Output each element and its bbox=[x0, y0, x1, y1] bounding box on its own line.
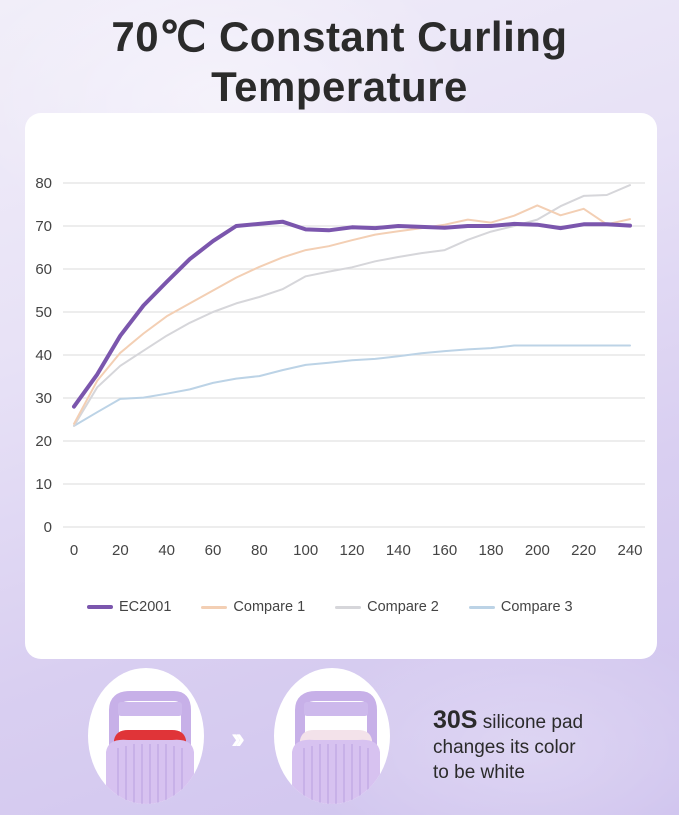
line-chart: 0 10 20 30 40 50 60 70 80 0 20 40 60 80 100 120 140 160 18… bbox=[35, 175, 645, 559]
x-tick-label: 0 bbox=[70, 542, 78, 559]
x-tick-label: 140 bbox=[386, 542, 411, 559]
x-tick-label: 200 bbox=[525, 542, 550, 559]
series-line-compare-3 bbox=[73, 344, 631, 427]
legend-swatch bbox=[335, 605, 362, 609]
legend-label: Compare 1 bbox=[233, 599, 306, 615]
page-title: 70℃ Constant Curling Temperature bbox=[0, 12, 679, 112]
legend-swatch bbox=[468, 605, 495, 609]
eyelash-curler-white-pad bbox=[292, 691, 380, 804]
chart-card: 0 10 20 30 40 50 60 70 80 0 20 40 60 80 100 120 140 160 18… bbox=[25, 113, 657, 659]
x-tick-label: 180 bbox=[478, 542, 503, 559]
legend-label: Compare 3 bbox=[500, 599, 573, 615]
x-tick-label: 100 bbox=[293, 542, 318, 559]
caption-line-1: silicone pad bbox=[477, 712, 584, 733]
legend-item: EC2001 bbox=[87, 599, 171, 615]
y-tick-label: 0 bbox=[44, 519, 52, 536]
product-caption: 30S silicone pad changes its color to be… bbox=[433, 708, 663, 785]
x-tick-label: 40 bbox=[158, 542, 175, 559]
series-line-compare-2 bbox=[73, 184, 631, 427]
x-tick-label: 160 bbox=[432, 542, 457, 559]
y-tick-label: 60 bbox=[35, 261, 52, 278]
x-tick-label: 80 bbox=[251, 542, 268, 559]
y-tick-label: 70 bbox=[35, 218, 52, 235]
x-tick-label: 60 bbox=[205, 542, 222, 559]
eyelash-curler-red-pad bbox=[106, 691, 194, 804]
legend-swatch bbox=[87, 605, 113, 609]
y-tick-label: 10 bbox=[35, 476, 52, 493]
x-tick-label: 120 bbox=[339, 542, 364, 559]
legend-label: Compare 2 bbox=[367, 599, 439, 615]
x-tick-label: 20 bbox=[112, 542, 129, 559]
caption-line-3: to be white bbox=[433, 762, 525, 783]
y-tick-label: 30 bbox=[35, 390, 52, 407]
legend-swatch bbox=[201, 605, 228, 609]
legend-item: Compare 2 bbox=[335, 599, 439, 615]
caption-line-2: changes its color bbox=[433, 737, 576, 758]
chart-legend: EC2001 Compare 1 Compare 2 Compare 3 bbox=[87, 597, 603, 617]
x-tick-label: 220 bbox=[571, 542, 596, 559]
legend-item: Compare 3 bbox=[468, 599, 573, 615]
x-tick-label: 240 bbox=[617, 542, 642, 559]
series-line-ec2001 bbox=[72, 219, 632, 409]
legend-label: EC2001 bbox=[119, 599, 172, 615]
double-chevron-right-icon: ›› bbox=[231, 722, 245, 755]
y-tick-label: 80 bbox=[35, 175, 52, 192]
series-line-compare-1 bbox=[73, 204, 631, 425]
title-line-1: 70℃ Constant Curling bbox=[111, 13, 568, 60]
caption-highlight: 30S bbox=[433, 706, 478, 734]
after-product-image bbox=[274, 668, 390, 804]
y-tick-label: 40 bbox=[35, 347, 52, 364]
y-tick-label: 20 bbox=[35, 433, 52, 450]
title-line-2: Temperature bbox=[211, 63, 468, 110]
legend-item: Compare 1 bbox=[201, 599, 305, 615]
y-tick-label: 50 bbox=[35, 304, 52, 321]
before-product-image bbox=[88, 668, 204, 804]
